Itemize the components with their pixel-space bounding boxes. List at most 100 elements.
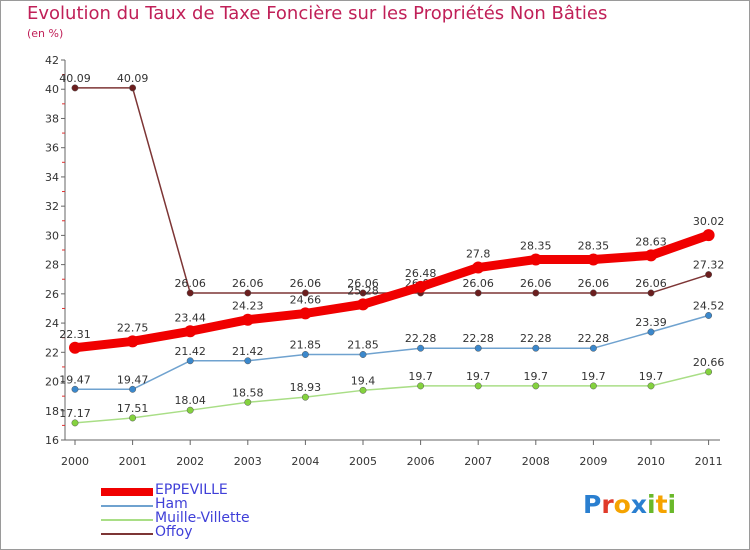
x-tick-label: 2001 (119, 455, 147, 468)
data-point-muille-villette (532, 382, 540, 390)
data-point-ham (244, 357, 252, 365)
data-point-ham (705, 312, 713, 319)
data-label-eppeville: 22.75 (117, 321, 149, 334)
data-label-ham: 19.47 (59, 373, 91, 386)
legend-label: Offoy (155, 524, 193, 540)
data-point-offoy (532, 289, 540, 297)
data-point-eppeville (472, 261, 485, 274)
x-tick-label: 2005 (349, 455, 377, 468)
x-tick-label: 2002 (176, 455, 204, 468)
legend-label: Ham (155, 496, 188, 512)
legend-label: EPPEVILLE (155, 482, 228, 498)
y-tick-label: 28 (45, 259, 59, 272)
data-point-offoy (705, 271, 713, 279)
y-tick-label: 26 (45, 288, 59, 301)
data-label-muille-villette: 20.66 (693, 356, 725, 369)
data-label-muille-villette: 18.04 (174, 394, 206, 407)
y-tick-label: 22 (45, 346, 59, 359)
data-point-eppeville (587, 253, 600, 266)
y-tick-label: 30 (45, 229, 59, 242)
logo-letter: P (583, 490, 602, 519)
data-point-eppeville (241, 313, 254, 326)
logo-letter: t (655, 490, 668, 519)
data-point-eppeville (529, 253, 542, 266)
data-point-muille-villette (647, 382, 655, 390)
data-label-ham: 24.52 (693, 299, 725, 312)
data-label-eppeville: 22.31 (59, 328, 91, 341)
x-tick-label: 2000 (61, 455, 89, 468)
data-point-muille-villette (301, 393, 309, 401)
logo-letter: i (667, 490, 677, 519)
x-tick-label: 2003 (234, 455, 262, 468)
unit-label: (en %) (27, 27, 64, 40)
data-label-eppeville: 28.63 (635, 235, 667, 248)
y-tick-label: 32 (45, 200, 59, 213)
data-label-ham: 21.85 (347, 339, 379, 352)
y-tick-label: 16 (45, 434, 59, 447)
data-label-muille-villette: 19.7 (581, 370, 606, 383)
data-point-eppeville (357, 298, 369, 311)
data-point-offoy (589, 289, 597, 297)
data-point-muille-villette (129, 414, 137, 422)
data-label-offoy: 26.06 (635, 277, 667, 290)
x-tick-label: 2007 (464, 455, 492, 468)
data-label-offoy: 26.06 (347, 277, 379, 290)
data-point-offoy (474, 289, 482, 297)
data-point-offoy (129, 84, 137, 92)
data-label-eppeville: 28.35 (578, 240, 610, 253)
data-label-muille-villette: 19.7 (466, 370, 491, 383)
data-label-muille-villette: 19.4 (351, 374, 376, 387)
y-tick-label: 38 (45, 112, 59, 125)
data-label-eppeville: 28.35 (520, 240, 552, 253)
legend-swatch (101, 519, 153, 521)
data-label-ham: 22.28 (405, 332, 437, 345)
data-point-ham (474, 344, 482, 352)
data-point-ham (301, 351, 309, 358)
data-label-offoy: 26.06 (578, 277, 610, 290)
data-point-ham (589, 344, 597, 352)
data-label-eppeville: 27.8 (466, 248, 491, 261)
logo-letter: o (613, 490, 631, 519)
y-tick-label: 20 (45, 376, 59, 389)
data-point-eppeville (414, 280, 427, 293)
data-label-ham: 22.28 (462, 332, 494, 345)
series-line-ham (74, 314, 710, 391)
data-point-offoy (647, 289, 655, 297)
data-point-ham (129, 385, 137, 393)
y-tick-label: 36 (45, 142, 59, 155)
data-label-muille-villette: 18.93 (290, 381, 322, 394)
data-label-muille-villette: 17.51 (117, 402, 149, 415)
y-tick-label: 40 (45, 83, 59, 96)
chart-title: Evolution du Taux de Taxe Foncière sur l… (27, 3, 608, 24)
y-tick-label: 34 (45, 171, 59, 184)
y-tick-label: 18 (45, 405, 59, 418)
data-point-muille-villette (244, 398, 252, 406)
data-label-offoy: 26.06 (462, 277, 494, 290)
data-point-offoy (186, 289, 194, 297)
data-label-offoy: 26.06 (174, 277, 206, 290)
data-label-eppeville: 30.02 (693, 215, 725, 228)
data-label-offoy: 40.09 (117, 72, 149, 85)
data-label-eppeville: 24.23 (232, 300, 264, 313)
data-point-eppeville (184, 325, 197, 338)
data-label-offoy: 27.32 (693, 259, 725, 272)
data-point-muille-villette (186, 406, 194, 414)
legend-swatch (101, 488, 153, 496)
data-point-eppeville (299, 307, 312, 320)
x-tick-label: 2008 (522, 455, 550, 468)
x-tick-label: 2011 (695, 455, 723, 468)
data-point-eppeville (702, 229, 715, 242)
data-point-muille-villette (417, 382, 425, 390)
data-label-offoy: 26.06 (290, 277, 322, 290)
data-label-muille-villette: 19.7 (408, 370, 433, 383)
data-label-ham: 21.42 (174, 345, 206, 358)
data-point-offoy (71, 84, 79, 92)
data-label-muille-villette: 19.7 (639, 370, 664, 383)
data-label-ham: 21.85 (290, 339, 322, 352)
data-label-muille-villette: 18.58 (232, 386, 264, 399)
data-label-muille-villette: 17.17 (59, 407, 91, 420)
data-point-muille-villette (589, 382, 597, 390)
data-label-offoy: 26.06 (520, 277, 552, 290)
data-label-offoy: 40.09 (59, 72, 91, 85)
data-label-ham: 23.39 (635, 316, 667, 329)
